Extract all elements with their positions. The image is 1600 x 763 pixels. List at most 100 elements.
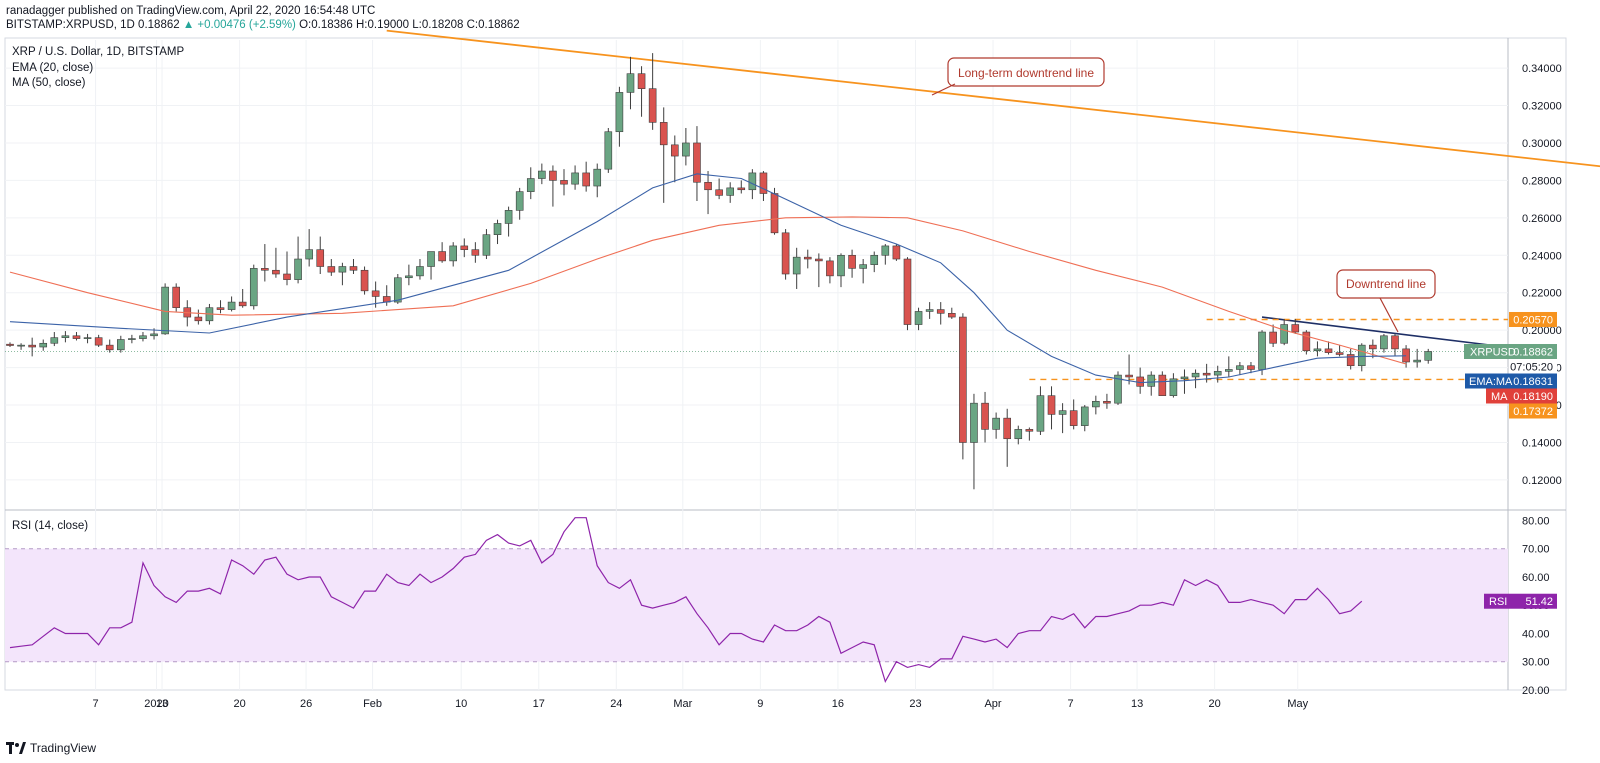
chart-frame: [4, 37, 1567, 691]
candle: [1169, 373, 1178, 398]
candle-body: [1369, 344, 1377, 350]
candle: [28, 337, 36, 357]
candle-body: [1247, 365, 1255, 370]
candle-body: [1080, 406, 1089, 426]
time-tick-label: 20: [1209, 698, 1221, 710]
candle: [1302, 330, 1311, 355]
time-tick-label: 24: [610, 698, 622, 710]
price-tick-label: 0.20000: [1522, 325, 1562, 337]
candle: [1424, 348, 1433, 364]
candle-body: [1003, 417, 1012, 440]
candle-body: [139, 335, 147, 339]
candle: [438, 242, 446, 263]
candle: [715, 178, 723, 200]
candle-body: [272, 269, 280, 275]
resistance-price-tag-text: 0.20570: [1513, 314, 1553, 326]
candle: [83, 333, 92, 344]
rsi-line: [9, 517, 1363, 684]
time-tick-label: 17: [533, 698, 545, 710]
candle: [449, 242, 458, 267]
ema-price-tag-bg: [1465, 373, 1557, 389]
candle-body: [17, 344, 25, 347]
symbol-price-tag-bg: [1464, 344, 1557, 360]
candle-body: [105, 344, 114, 351]
candle: [194, 309, 203, 325]
candle: [959, 313, 967, 460]
support-price-tag: 0.17372: [1509, 403, 1557, 419]
ema20-line: [9, 173, 1407, 384]
candle: [471, 242, 480, 263]
candle-body: [405, 275, 413, 279]
candle: [238, 288, 247, 308]
time-tick-label: Feb: [363, 698, 382, 710]
candle: [1280, 318, 1288, 346]
countdown-tag: 07:05:20: [1509, 359, 1557, 375]
price-tick-label: 0.30000: [1522, 138, 1562, 150]
long-term-downtrend-line: [386, 29, 1600, 168]
candle-body: [349, 266, 358, 271]
candle: [504, 206, 513, 237]
candle: [72, 332, 81, 341]
candle: [1047, 386, 1056, 430]
footer-brand-label: TradingView: [30, 741, 97, 755]
candle-body: [1380, 335, 1388, 350]
ma-price-tag-bg: [1486, 388, 1557, 404]
candle-body: [1357, 344, 1366, 367]
candle: [704, 171, 712, 215]
candle-body: [936, 309, 945, 314]
candle-body: [1069, 410, 1078, 426]
symbol-info: BITSTAMP:XRPUSD, 1D 0.18862 ▲ +0.00476 (…: [6, 19, 520, 31]
price-tick-label: 0.14000: [1522, 437, 1562, 449]
resistance-price-tag-bg: [1509, 311, 1557, 327]
price-tick-label: 0.26000: [1522, 213, 1562, 225]
candle: [1158, 371, 1167, 396]
ma50-line: [9, 216, 1407, 365]
price-tick-label: 0.22000: [1522, 288, 1562, 300]
candle: [1225, 356, 1233, 377]
candle-body: [925, 309, 934, 312]
rsi-tick-label: 30.00: [1522, 657, 1550, 669]
candle-body: [172, 286, 180, 308]
candle-body: [726, 187, 735, 196]
ema-name-text: EMA:MA: [1469, 376, 1513, 388]
time-tick-label: 2020: [144, 698, 168, 710]
candle-body: [227, 301, 236, 310]
candle-body: [1025, 429, 1034, 432]
candle-body: [515, 191, 524, 211]
ma-value-text: 0.18190: [1513, 391, 1553, 403]
candle: [1291, 318, 1300, 334]
rsi-tick-label: 80.00: [1522, 515, 1550, 527]
time-tick-label: 13: [156, 698, 168, 710]
candle-body: [1313, 348, 1322, 352]
ma-legend: MA (50, close): [12, 77, 86, 89]
candle: [1069, 399, 1078, 430]
countdown-tag-bg: [1509, 359, 1557, 375]
candle: [139, 332, 147, 342]
candle-body: [549, 170, 557, 181]
candle-body: [117, 339, 125, 351]
candle: [803, 249, 812, 269]
price-tick-label: 0.32000: [1522, 101, 1562, 113]
candle-body: [914, 311, 923, 325]
candle-body: [1269, 331, 1277, 344]
candle: [1413, 348, 1421, 368]
candle-body: [504, 210, 513, 224]
candle: [637, 66, 646, 117]
candle-body: [338, 266, 347, 273]
candle: [1335, 345, 1344, 357]
symbol-ohlc: O:0.18386 H:0.19000 L:0.18208 C:0.18862: [299, 19, 520, 31]
candle: [1324, 341, 1333, 355]
footer-brand[interactable]: TradingView: [6, 741, 96, 755]
candle: [582, 161, 590, 192]
candle: [526, 167, 535, 200]
trend-lines: [386, 29, 1600, 348]
support-price-tag-text: 0.17372: [1513, 406, 1553, 418]
rsi-name-text: RSI: [1489, 596, 1507, 608]
candle: [460, 238, 469, 258]
candle-body: [648, 88, 657, 123]
candle: [781, 229, 790, 280]
candle: [604, 127, 613, 173]
candle-body: [981, 402, 989, 430]
rsi-legend: RSI (14, close): [12, 520, 89, 532]
candle-body: [992, 417, 1000, 430]
